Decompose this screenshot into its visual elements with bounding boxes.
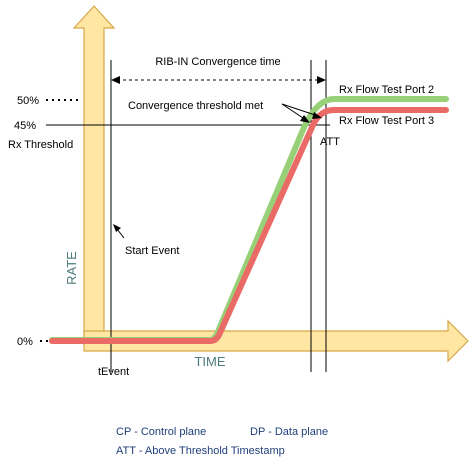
y-marker-50: 50%: [17, 95, 39, 107]
start-event-arrowhead: [113, 224, 121, 232]
convergence-met-arrow-2: [281, 103, 319, 117]
convergence-met-arrowhead-2: [312, 112, 322, 119]
t-event-label: tEvent: [98, 366, 129, 378]
x-axis-arrow: [83, 319, 469, 363]
start-event-label: Start Event: [125, 245, 179, 257]
convergence-met-arrow-1: [281, 103, 307, 121]
port3-series-line: [49, 107, 449, 344]
convergence-arrowhead-right: [317, 76, 326, 84]
start-event-arrow: [116, 228, 125, 239]
convergence-met-label: Convergence threshold met: [128, 100, 263, 112]
legend-cp: CP - Control plane: [116, 426, 206, 438]
y-marker-0: 0%: [17, 336, 33, 348]
x-axis-title: TIME: [194, 354, 225, 369]
convergence-arrowhead-left: [111, 76, 120, 84]
series-port2-label: Rx Flow Test Port 2: [339, 84, 434, 96]
rx-threshold-label: Rx Threshold: [8, 139, 73, 151]
convergence-time-label: RIB-IN Convergence time: [155, 56, 280, 68]
legend-att: ATT - Above Threshold Timestamp: [116, 445, 285, 457]
series-port3-label: Rx Flow Test Port 3: [339, 115, 434, 127]
y-marker-45: 45%: [14, 120, 36, 132]
y-axis-title: RATE: [64, 251, 79, 285]
y-axis-arrow: [72, 5, 116, 341]
att-label: ATT: [320, 136, 340, 148]
convergence-met-arrowhead-1: [300, 115, 310, 123]
legend-dp: DP - Data plane: [250, 426, 328, 438]
